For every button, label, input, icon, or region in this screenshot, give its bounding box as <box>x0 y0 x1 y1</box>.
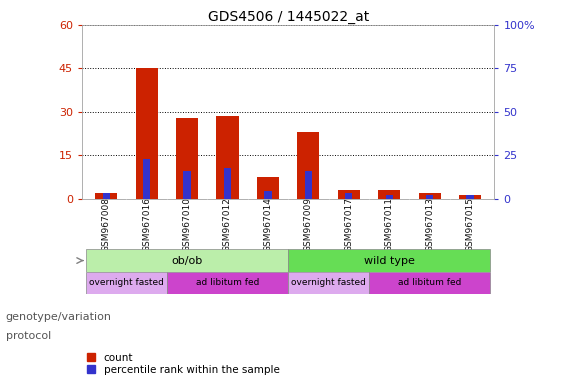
Bar <box>369 271 490 294</box>
Bar <box>378 190 401 199</box>
Title: GDS4506 / 1445022_at: GDS4506 / 1445022_at <box>207 10 369 24</box>
Text: GSM967015: GSM967015 <box>466 197 475 252</box>
Bar <box>86 271 167 294</box>
Bar <box>86 250 288 271</box>
Text: GSM967017: GSM967017 <box>344 197 353 252</box>
Legend: count, percentile rank within the sample: count, percentile rank within the sample <box>87 353 280 375</box>
Bar <box>136 68 158 199</box>
Bar <box>419 193 441 199</box>
Bar <box>426 195 433 199</box>
Bar <box>459 195 481 199</box>
Text: overnight fasted: overnight fasted <box>89 278 164 287</box>
Bar <box>345 193 353 199</box>
Text: wild type: wild type <box>364 256 415 266</box>
Bar <box>216 116 238 199</box>
Text: genotype/variation: genotype/variation <box>6 312 112 322</box>
Text: overnight fasted: overnight fasted <box>291 278 366 287</box>
Text: GSM967010: GSM967010 <box>182 197 192 252</box>
Bar <box>143 159 150 199</box>
Bar <box>264 191 272 199</box>
Bar <box>176 118 198 199</box>
Bar <box>224 169 231 199</box>
Text: GSM967014: GSM967014 <box>263 197 272 252</box>
Text: ad libitum fed: ad libitum fed <box>196 278 259 287</box>
Bar <box>288 250 490 271</box>
Text: ad libitum fed: ad libitum fed <box>398 278 462 287</box>
Text: GSM967008: GSM967008 <box>102 197 111 252</box>
Text: GSM967016: GSM967016 <box>142 197 151 252</box>
Bar <box>103 193 110 199</box>
Bar <box>288 271 369 294</box>
Text: protocol: protocol <box>6 331 51 341</box>
Bar <box>95 193 118 199</box>
Text: ob/ob: ob/ob <box>171 256 203 266</box>
Bar <box>338 190 360 199</box>
Bar <box>167 271 288 294</box>
Text: GSM967009: GSM967009 <box>304 197 313 252</box>
Bar <box>257 177 279 199</box>
Bar <box>305 171 312 199</box>
Bar <box>467 195 473 199</box>
Bar <box>385 195 393 199</box>
Bar <box>297 132 319 199</box>
Bar <box>184 171 191 199</box>
Text: GSM967011: GSM967011 <box>385 197 394 252</box>
Text: GSM967012: GSM967012 <box>223 197 232 252</box>
Text: GSM967013: GSM967013 <box>425 197 434 252</box>
